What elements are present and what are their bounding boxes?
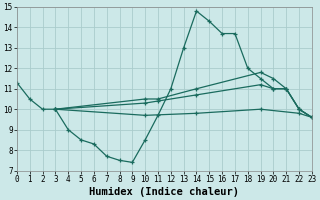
X-axis label: Humidex (Indice chaleur): Humidex (Indice chaleur) bbox=[89, 186, 239, 197]
